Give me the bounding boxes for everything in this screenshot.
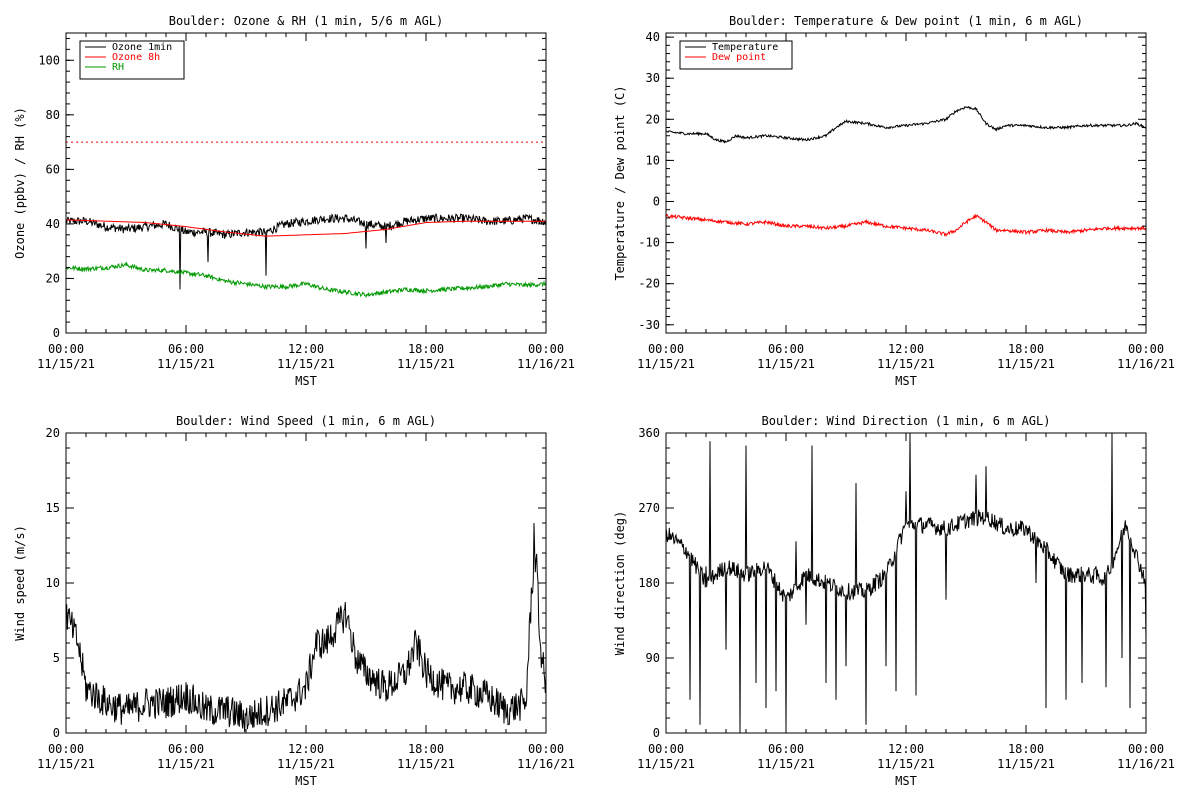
y-tick-label: -10	[638, 236, 660, 250]
y-tick-label: 20	[46, 426, 60, 440]
chart-title: Boulder: Temperature & Dew point (1 min,…	[729, 14, 1083, 28]
x-tick-label-time: 18:00	[1008, 342, 1044, 356]
chart-panel-2: Boulder: Temperature & Dew point (1 min,…	[613, 14, 1175, 388]
plot-frame	[665, 432, 1147, 734]
x-tick-label-date: 11/16/21	[517, 357, 575, 371]
y-tick-label: 30	[646, 71, 660, 85]
y-tick-label: 20	[46, 271, 60, 285]
x-tick-label-time: 00:00	[528, 742, 564, 756]
x-tick-label-date: 11/15/21	[637, 757, 695, 771]
series-line-2	[665, 213, 1147, 237]
legend-entry: Ozone 1min	[112, 42, 172, 53]
y-tick-label: -30	[638, 318, 660, 332]
chart-title: Boulder: Wind Direction (1 min, 6 m AGL)	[762, 414, 1051, 428]
y-tick-label: 0	[653, 194, 660, 208]
chart-title: Boulder: Ozone & RH (1 min, 5/6 m AGL)	[169, 14, 444, 28]
y-tick-label: 0	[53, 326, 60, 340]
x-axis-label: MST	[295, 374, 317, 388]
legend-entry: RH	[112, 62, 124, 73]
x-tick-label-date: 11/15/21	[637, 357, 695, 371]
x-tick-label-time: 06:00	[768, 742, 804, 756]
x-tick-label-time: 12:00	[288, 742, 324, 756]
plot-frame	[665, 32, 1147, 334]
y-tick-label: 0	[53, 726, 60, 740]
x-tick-label-date: 11/15/21	[37, 357, 95, 371]
y-tick-label: 60	[46, 162, 60, 176]
x-tick-label-time: 18:00	[1008, 742, 1044, 756]
x-axis-label: MST	[295, 774, 317, 788]
x-tick-label-time: 06:00	[768, 342, 804, 356]
x-tick-label-date: 11/15/21	[157, 757, 215, 771]
y-tick-label: 80	[46, 108, 60, 122]
x-axis-label: MST	[895, 774, 917, 788]
x-tick-label-time: 00:00	[48, 742, 84, 756]
x-tick-label-time: 18:00	[408, 342, 444, 356]
y-tick-label: 90	[646, 651, 660, 665]
x-tick-label-time: 12:00	[888, 342, 924, 356]
x-tick-label-date: 11/16/21	[517, 757, 575, 771]
x-axis-label: MST	[895, 374, 917, 388]
x-tick-label-time: 00:00	[648, 342, 684, 356]
x-tick-label-time: 06:00	[168, 742, 204, 756]
series-line-1	[65, 213, 547, 290]
x-tick-label-date: 11/15/21	[997, 357, 1055, 371]
y-tick-label: 100	[38, 53, 60, 67]
x-tick-label-time: 00:00	[1128, 742, 1164, 756]
y-tick-label: 40	[646, 30, 660, 44]
y-tick-label: 5	[53, 651, 60, 665]
y-tick-label: 270	[638, 501, 660, 515]
series-line-2	[65, 219, 546, 237]
series-line-1	[665, 432, 1147, 734]
x-tick-label-date: 11/15/21	[877, 357, 935, 371]
y-axis-label: Temperature / Dew point (C)	[613, 85, 627, 280]
legend-entry: Dew point	[712, 52, 766, 63]
x-tick-label-date: 11/15/21	[37, 757, 95, 771]
x-tick-label-time: 12:00	[288, 342, 324, 356]
x-tick-label-date: 11/15/21	[397, 757, 455, 771]
legend-box	[679, 40, 793, 70]
y-axis-label: Ozone (ppbv) / RH (%)	[13, 107, 27, 259]
chart-title: Boulder: Wind Speed (1 min, 6 m AGL)	[176, 414, 436, 428]
x-tick-label-time: 06:00	[168, 342, 204, 356]
x-tick-label-time: 12:00	[888, 742, 924, 756]
x-tick-label-date: 11/15/21	[757, 357, 815, 371]
x-tick-label-date: 11/15/21	[877, 757, 935, 771]
y-tick-label: 360	[638, 426, 660, 440]
legend-entry: Temperature	[712, 42, 778, 53]
x-tick-label-time: 00:00	[648, 742, 684, 756]
chart-panel-3: Boulder: Wind Speed (1 min, 6 m AGL) Wind…	[13, 414, 575, 788]
legend-entry: Ozone 8h	[112, 52, 160, 63]
x-tick-label-time: 00:00	[1128, 342, 1164, 356]
x-tick-label-time: 00:00	[528, 342, 564, 356]
x-tick-label-date: 11/16/21	[1117, 357, 1175, 371]
y-tick-label: 0	[653, 726, 660, 740]
y-tick-label: 40	[46, 217, 60, 231]
series-line-1	[65, 522, 547, 733]
series-line-4	[65, 261, 547, 299]
y-tick-label: 10	[646, 153, 660, 167]
y-tick-label: 180	[638, 576, 660, 590]
y-tick-label: -20	[638, 277, 660, 291]
chart-panel-4: Boulder: Wind Direction (1 min, 6 m AGL)…	[613, 414, 1175, 788]
series-line-1	[665, 106, 1147, 144]
x-tick-label-date: 11/15/21	[277, 357, 335, 371]
x-tick-label-time: 00:00	[48, 342, 84, 356]
x-tick-label-date: 11/15/21	[157, 357, 215, 371]
y-axis-label: Wind speed (m/s)	[13, 525, 27, 641]
y-tick-label: 10	[46, 576, 60, 590]
chart-panel-1: Boulder: Ozone & RH (1 min, 5/6 m AGL) Oz…	[13, 14, 575, 388]
x-tick-label-time: 18:00	[408, 742, 444, 756]
y-axis-label: Wind direction (deg)	[613, 511, 627, 656]
y-tick-label: 15	[46, 501, 60, 515]
x-tick-label-date: 11/15/21	[757, 757, 815, 771]
x-tick-label-date: 11/15/21	[997, 757, 1055, 771]
x-tick-label-date: 11/16/21	[1117, 757, 1175, 771]
x-tick-label-date: 11/15/21	[397, 357, 455, 371]
x-tick-label-date: 11/15/21	[277, 757, 335, 771]
y-tick-label: 20	[646, 112, 660, 126]
